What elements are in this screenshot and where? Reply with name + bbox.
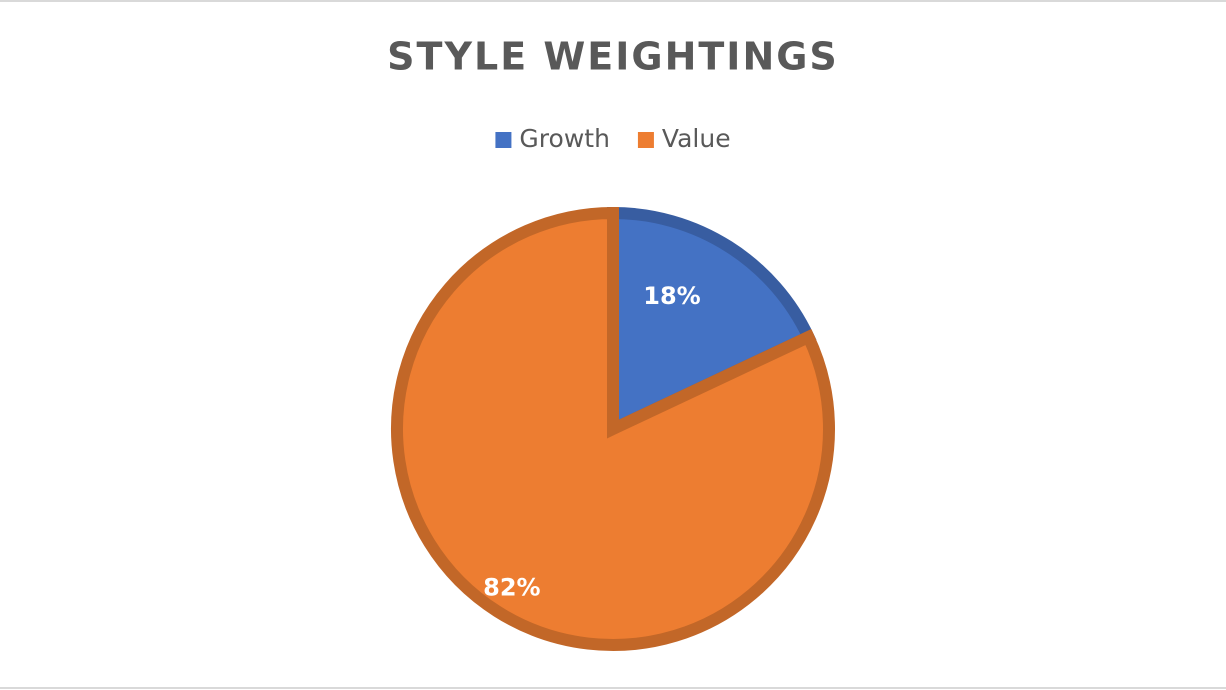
- legend-item: Growth: [495, 124, 610, 153]
- legend-swatch: [637, 132, 654, 148]
- pie-slice: [607, 206, 817, 439]
- legend-label: Value: [662, 124, 731, 153]
- legend-swatch: [495, 132, 512, 148]
- legend-item: Value: [637, 124, 731, 153]
- pie-slice: [391, 206, 835, 651]
- data-label: 18%: [643, 282, 700, 310]
- legend-label: Growth: [519, 124, 610, 153]
- chart-title: STYLE WEIGHTINGS: [387, 35, 839, 79]
- data-label: 82%: [483, 573, 540, 601]
